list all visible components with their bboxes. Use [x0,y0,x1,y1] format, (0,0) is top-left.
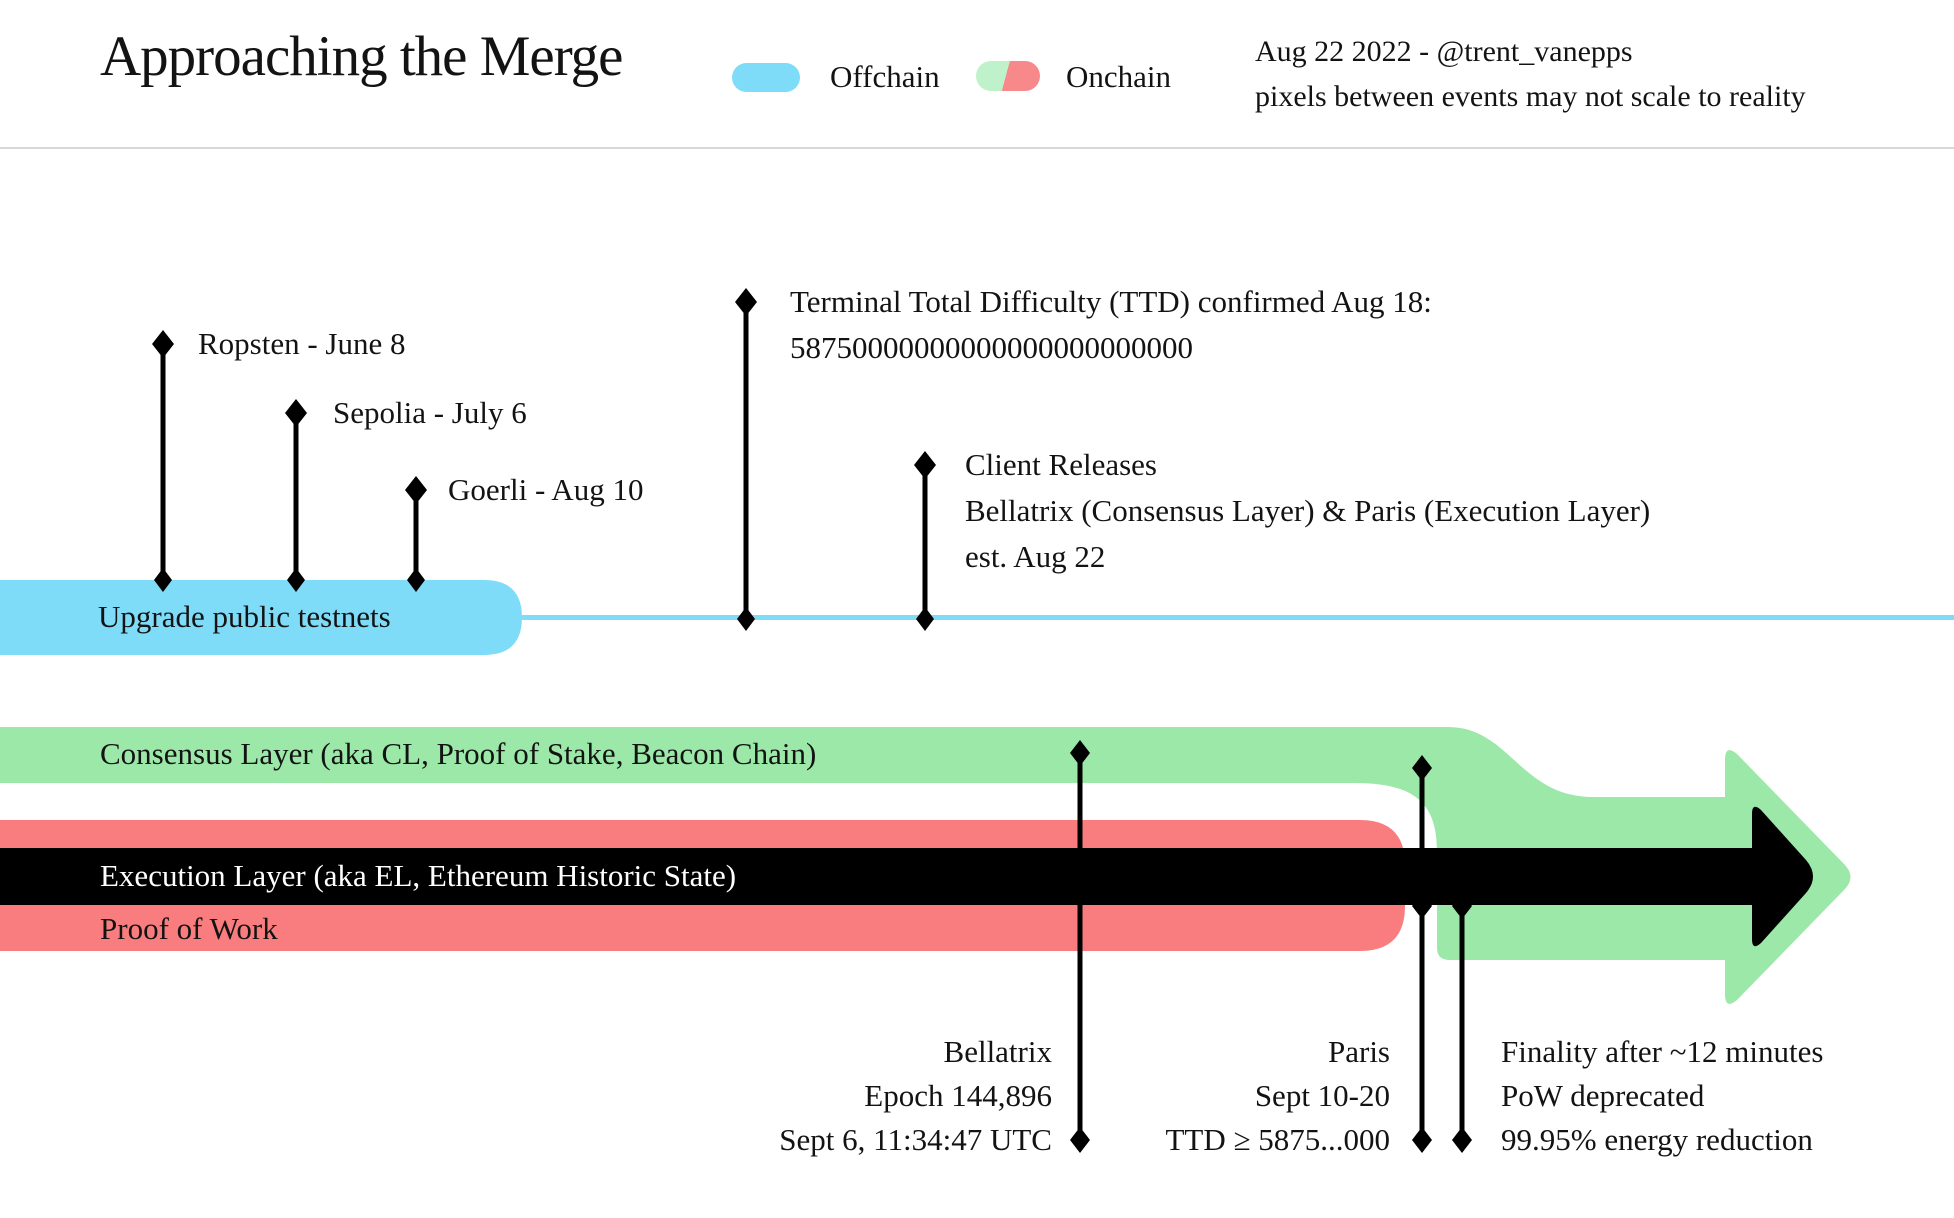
sepolia-diamond-icon [285,399,307,427]
finality-event-label: Finality after ~12 minutes PoW deprecate… [1501,1030,1823,1162]
onchain-legend-label: Onchain [1066,59,1172,94]
sepolia-event-label: Sepolia - July 6 [333,395,527,430]
header-divider [0,147,1954,149]
paris-line-3: TTD ≥ 5875...000 [1165,1122,1390,1157]
offchain-legend-swatch [732,63,800,92]
ttd-line-2: 58750000000000000000000000 [790,330,1193,365]
testnet-bar-label: Upgrade public testnets [98,599,391,634]
bellatrix-top-diamond-icon [1070,740,1090,766]
finality-line-3: 99.95% energy reduction [1501,1122,1813,1157]
bellatrix-line-1: Bellatrix [943,1034,1052,1069]
consensus-layer-label: Consensus Layer (aka CL, Proof of Stake,… [100,736,817,771]
event-stems [160,302,1465,1140]
finality-base-diamond-icon [1452,1127,1472,1153]
sepolia-base-diamond-icon [287,568,305,592]
finality-merge-diamond-icon [1452,893,1472,919]
goerli-diamond-icon [405,476,427,504]
client-top-diamond-icon [914,451,936,479]
client-releases-line-1: Client Releases [965,447,1157,482]
client-releases-line-2: Bellatrix (Consensus Layer) & Paris (Exe… [965,493,1651,528]
goerli-base-diamond-icon [407,568,425,592]
bellatrix-event-label: Bellatrix Epoch 144,896 Sept 6, 11:34:47… [779,1030,1052,1162]
paris-line-1: Paris [1328,1034,1390,1069]
ttd-top-diamond-icon [735,288,757,316]
goerli-event-label: Goerli - Aug 10 [448,472,644,507]
paris-base-diamond-icon [1412,1127,1432,1153]
client-base-diamond-icon [916,607,934,631]
client-releases-event-label: Client Releases Bellatrix (Consensus Lay… [965,442,1650,580]
paris-merge-diamond-icon [1412,893,1432,919]
proof-of-work-label: Proof of Work [100,911,278,946]
execution-layer-arrow [0,806,1813,947]
bellatrix-line-3: Sept 6, 11:34:47 UTC [779,1122,1052,1157]
ttd-base-diamond-icon [737,607,755,631]
execution-layer-label: Execution Layer (aka EL, Ethereum Histor… [100,858,737,893]
client-releases-line-3: est. Aug 22 [965,539,1106,574]
paris-line-2: Sept 10-20 [1254,1078,1390,1113]
ropsten-diamond-icon [152,330,174,358]
finality-line-1: Finality after ~12 minutes [1501,1034,1824,1069]
credit-line-2: pixels between events may not scale to r… [1255,80,1806,113]
credit-note: Aug 22 2022 - @trent_vanepps pixels betw… [1255,29,1806,119]
credit-line-1: Aug 22 2022 - @trent_vanepps [1255,35,1633,68]
testnet-upgrade-bar [0,580,522,655]
diamond-markers [152,288,1472,1153]
offchain-timeline-line [522,615,1954,620]
paris-top-diamond-icon [1412,755,1432,781]
bellatrix-line-2: Epoch 144,896 [864,1078,1052,1113]
page-title: Approaching the Merge [100,25,623,88]
ttd-line-1: Terminal Total Difficulty (TTD) confirme… [790,284,1432,319]
ropsten-event-label: Ropsten - June 8 [198,326,406,361]
ropsten-base-diamond-icon [154,568,172,592]
bellatrix-base-diamond-icon [1070,1127,1090,1153]
ttd-event-label: Terminal Total Difficulty (TTD) confirme… [790,279,1432,371]
onchain-legend-swatch [976,61,1040,91]
paris-event-label: Paris Sept 10-20 TTD ≥ 5875...000 [1165,1030,1390,1162]
finality-line-2: PoW deprecated [1501,1078,1705,1113]
offchain-legend-label: Offchain [830,59,940,94]
